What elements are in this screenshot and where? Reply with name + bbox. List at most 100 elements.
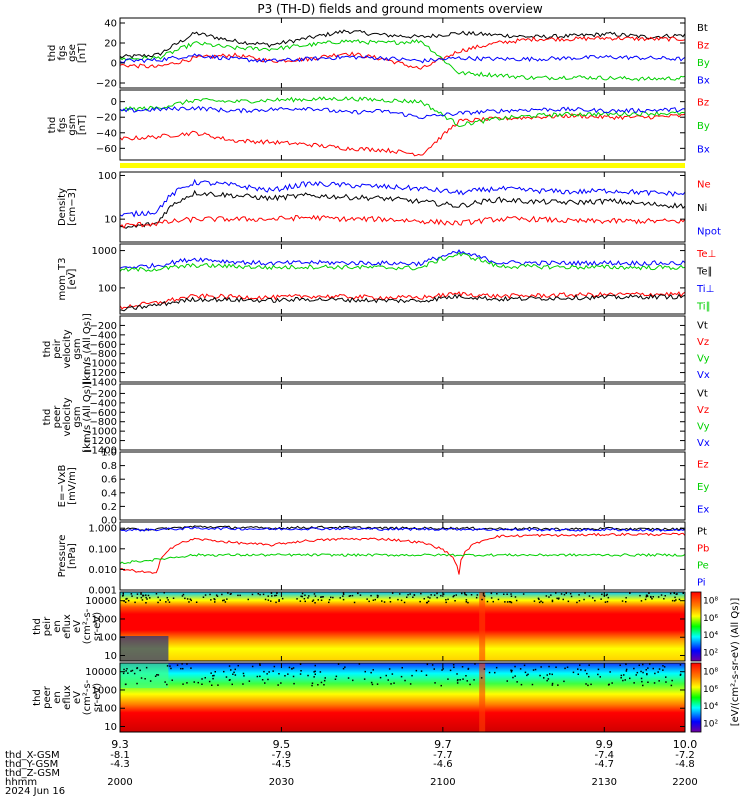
spectrogram-speck <box>268 671 270 673</box>
spectrogram-speck <box>679 664 682 666</box>
spectrogram-speck <box>676 593 678 595</box>
spectrogram-speck <box>480 677 483 679</box>
spectrogram-speck <box>413 594 416 596</box>
spectrogram-speck <box>647 667 649 669</box>
x-row-value: -4.6 <box>433 759 453 770</box>
spectrogram-speck <box>159 599 161 601</box>
legend-entry: Vx <box>697 370 710 381</box>
y-axis-label: (cm²-s- <box>82 679 93 715</box>
spectrogram-speck <box>214 598 216 601</box>
spectrogram-speck <box>427 600 430 602</box>
spectrogram-speck <box>665 681 667 683</box>
spectrogram-speck <box>411 674 413 677</box>
legend-entry: Te⊥ <box>696 249 716 260</box>
spectrogram-speck <box>407 594 409 596</box>
spectrogram-speck <box>474 663 476 665</box>
spectrogram-speck <box>233 671 235 674</box>
spectrogram-speck <box>506 593 508 595</box>
spectrogram-speck <box>287 673 289 675</box>
spectrogram-speck <box>189 598 192 600</box>
colorbar-tick-label: 10⁶ <box>703 685 718 695</box>
panel-fgs_gse: −20 0 20 40 thd fgs gse [nT] Bt Bz By Bx <box>47 17 710 90</box>
spectrogram-speck <box>131 669 134 672</box>
spectrogram-speck <box>314 670 316 673</box>
y-axis-label: peer <box>52 405 63 429</box>
spectrogram-speck <box>166 683 168 686</box>
spectrogram-speck <box>538 598 540 601</box>
spectrogram-speck <box>514 665 516 668</box>
legend-entry: By <box>697 121 710 132</box>
spectrogram-speck <box>275 601 277 604</box>
spectrogram-speck <box>652 667 654 670</box>
spectrogram-speck <box>540 666 542 668</box>
spectrogram-speck <box>658 680 660 682</box>
x-row-value: -7.4 <box>595 750 615 761</box>
spectrogram-speck <box>267 678 269 681</box>
y-axis-label: velocity <box>62 397 73 436</box>
spectrogram-speck <box>563 680 565 683</box>
spectrogram-speck <box>562 598 564 601</box>
spectrogram-field <box>120 592 685 661</box>
y-axis-label: [mV/m] <box>67 467 78 505</box>
spectrogram-speck <box>644 598 647 601</box>
spectrogram-speck <box>633 667 635 670</box>
spectrogram-speck <box>271 595 273 597</box>
spectrogram-speck <box>607 596 610 599</box>
y-tick-label: 20 <box>104 39 117 50</box>
y-axis-label: gsm <box>72 338 83 359</box>
spectrogram-speck <box>307 597 309 599</box>
spectrogram-speck <box>662 669 664 671</box>
spectrogram-speck <box>204 594 207 596</box>
spectrogram-speck <box>533 600 536 602</box>
spectrogram-speck <box>147 594 150 597</box>
colorbar-tick-label: 10⁸ <box>703 597 718 607</box>
spectrogram-speck <box>514 675 516 677</box>
y-tick-label: 0.8 <box>101 461 117 472</box>
spectrogram-speck <box>230 669 232 671</box>
spectrogram-speck <box>140 596 143 599</box>
spectrogram-speck <box>139 669 141 672</box>
colorbars: 10² 10⁴ 10⁶ 10⁸ 10² 10⁴ 10⁶ 10⁸ [eV/(cm²-s-sr-eV… <box>690 591 741 733</box>
spectrogram-speck <box>372 599 375 601</box>
spectrogram-speck <box>506 601 509 603</box>
series-density-Npot <box>119 178 686 218</box>
spectrogram-speck <box>364 670 366 673</box>
spectrogram-speck <box>459 679 461 681</box>
spectrogram-speck <box>400 675 403 678</box>
spectrogram-speck <box>223 599 225 601</box>
spectrogram-speck <box>154 675 157 677</box>
spectrogram-speck <box>374 598 376 601</box>
spectrogram-speck <box>182 593 185 596</box>
spectrogram-speck <box>539 674 541 677</box>
spectrogram-speck <box>144 678 146 680</box>
spectrogram-speck <box>272 670 274 672</box>
panel-frame <box>119 17 686 89</box>
spectrogram-speck <box>140 593 142 595</box>
spectrogram-speck <box>466 680 468 682</box>
legend-entry: Npot <box>697 226 721 237</box>
spectrogram-speck <box>546 679 548 682</box>
spectrogram-speck <box>653 682 656 684</box>
x-row-value: -4.8 <box>675 759 695 770</box>
spectrogram-speck <box>383 601 386 603</box>
spectrogram-speck <box>291 668 293 670</box>
spectrogram-speck <box>415 669 418 672</box>
spectrogram-speck <box>609 671 611 673</box>
spectrogram-speck <box>412 596 414 598</box>
spectrogram-speck <box>633 682 635 684</box>
spectrogram-speck <box>664 595 666 597</box>
spectrogram-speck <box>551 600 554 603</box>
spectrogram-speck <box>483 595 486 597</box>
spectrogram-speck <box>317 684 319 686</box>
y-axis-label: E=−VxB <box>57 465 68 508</box>
y-tick-label: −60 <box>96 144 117 155</box>
y-axis-label: thd <box>42 341 53 358</box>
spectrogram-speck <box>567 600 570 603</box>
spectrogram-speck <box>209 593 211 596</box>
y-tick-label: 0.2 <box>101 502 117 513</box>
spectrogram-speck <box>465 675 467 677</box>
spectrogram-speck <box>510 595 513 597</box>
spectrogram-speck <box>155 593 158 595</box>
spectrogram-speck <box>247 598 249 601</box>
spectrogram-speck <box>577 668 579 670</box>
